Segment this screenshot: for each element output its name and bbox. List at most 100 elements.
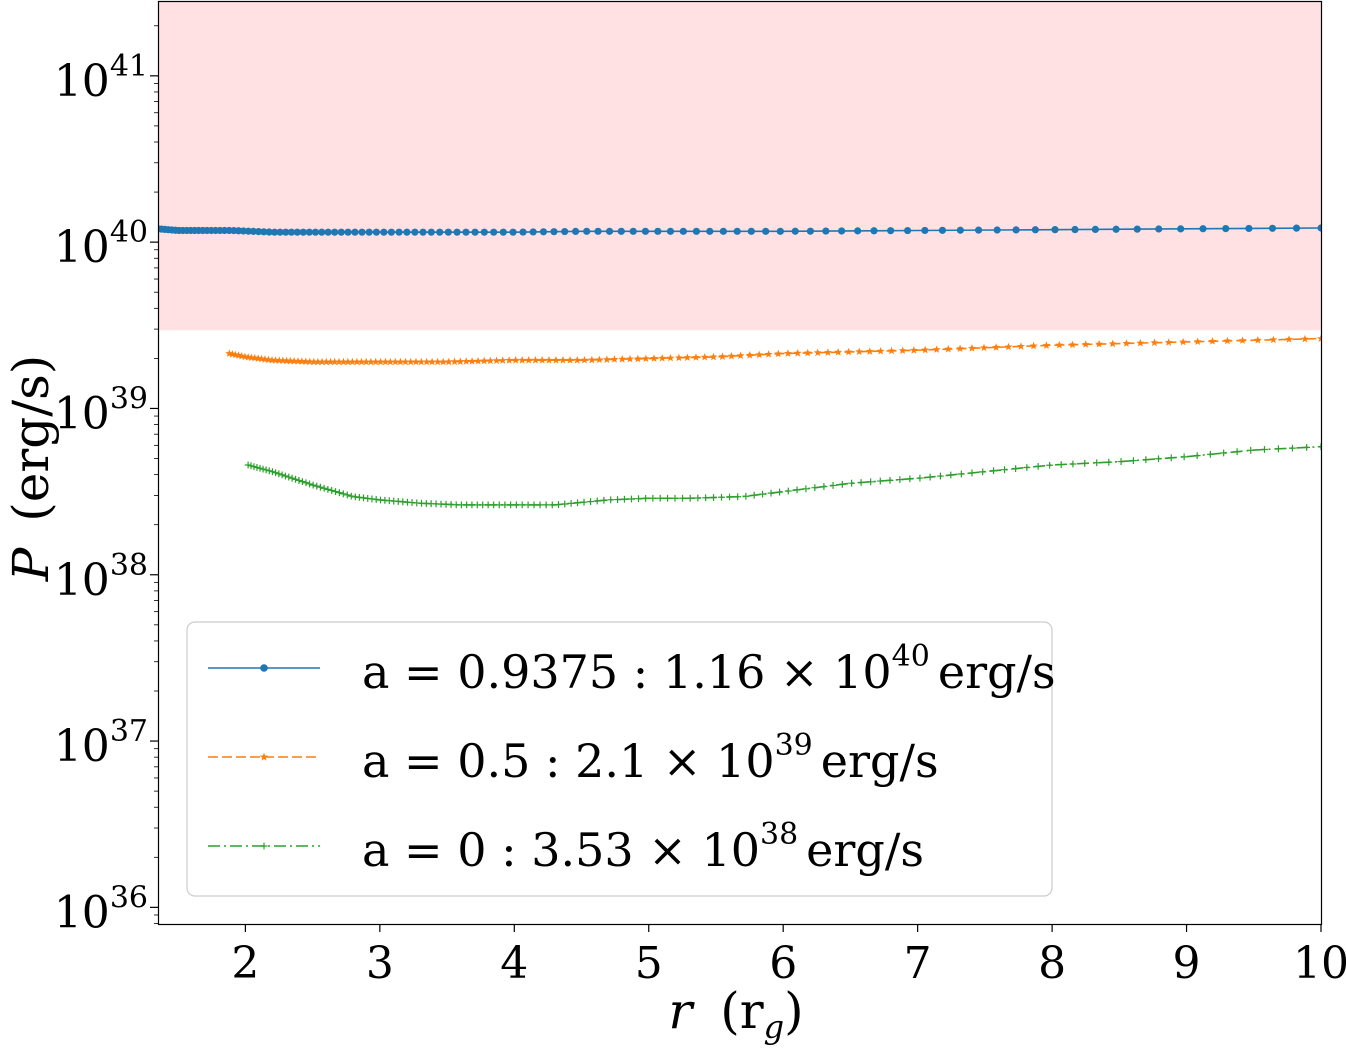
data-point (271, 356, 280, 364)
data-point (344, 228, 352, 236)
data-point (288, 474, 296, 482)
data-point (305, 228, 313, 236)
data-point (1017, 342, 1025, 350)
data-point (427, 228, 435, 236)
data-point (898, 346, 907, 354)
data-point (702, 494, 710, 502)
data-point (282, 228, 290, 236)
data-point (468, 357, 477, 365)
data-point (269, 468, 276, 476)
data-point (1300, 334, 1309, 343)
data-point (635, 495, 642, 503)
data-point (561, 227, 569, 236)
data-point (352, 357, 361, 366)
data-point (993, 226, 1001, 234)
data-point (600, 496, 608, 504)
data-point (396, 357, 405, 366)
data-point (1095, 339, 1104, 348)
data-point (887, 227, 895, 235)
data-point (1223, 336, 1232, 345)
data-point (362, 357, 371, 366)
data-point (272, 469, 280, 477)
legend-label: a = 0.9375 : 1.16 × 1040 erg/s (362, 639, 1056, 699)
data-point (944, 344, 953, 353)
data-point (444, 228, 452, 236)
data-point (471, 228, 479, 236)
data-point (614, 496, 621, 503)
data-point (290, 356, 299, 365)
data-point (1193, 337, 1202, 346)
data-point (292, 475, 299, 483)
data-point (302, 479, 310, 487)
data-point (262, 466, 270, 474)
data-point (1303, 444, 1311, 451)
data-point (347, 492, 355, 500)
data-point (1180, 453, 1188, 461)
data-point (1112, 225, 1120, 233)
data-point (299, 228, 307, 236)
data-point (957, 470, 965, 478)
data-point (857, 479, 865, 486)
data-point (784, 487, 792, 495)
x-axis-label: r (rg) (668, 982, 803, 1046)
data-point (666, 353, 675, 362)
data-point (656, 494, 664, 502)
data-point (700, 353, 709, 361)
data-point (555, 501, 562, 508)
data-point (519, 228, 527, 236)
data-point (559, 356, 567, 364)
data-point (710, 494, 717, 501)
data-point (247, 462, 255, 470)
data-point (793, 486, 801, 494)
data-point (343, 491, 351, 499)
data-point (572, 227, 580, 236)
data-point (501, 501, 509, 509)
data-point (1046, 461, 1054, 469)
data-point (1289, 444, 1296, 452)
data-point (736, 351, 745, 360)
data-point (278, 356, 287, 365)
data-point (706, 227, 714, 235)
data-point (573, 356, 582, 364)
data-point (1208, 337, 1217, 345)
data-point (679, 494, 686, 502)
data-point (444, 357, 453, 366)
data-point (1317, 224, 1321, 232)
data-point (1012, 226, 1020, 234)
data-point (1193, 452, 1201, 460)
data-point (650, 354, 658, 362)
data-point (524, 501, 532, 509)
data-point (793, 349, 802, 357)
x-tick-label: 10 (1293, 938, 1346, 989)
data-point (968, 469, 976, 477)
data-point (1129, 457, 1137, 465)
data-point (1091, 225, 1099, 234)
data-point (320, 484, 328, 492)
data-point (854, 227, 862, 235)
data-point (580, 498, 588, 506)
series-1 (225, 334, 1321, 366)
legend-item-2: a = 0 : 3.53 × 1038 erg/s (208, 817, 924, 877)
data-point (583, 227, 591, 235)
data-point (979, 468, 987, 476)
data-point (411, 228, 419, 236)
x-tick-label: 5 (635, 938, 663, 989)
data-point (324, 228, 332, 236)
data-point (1199, 225, 1207, 233)
data-point (1317, 334, 1321, 342)
data-point (330, 357, 339, 366)
data-point (318, 228, 326, 236)
y-tick-label: 1038 (54, 548, 148, 606)
data-point (1155, 455, 1162, 463)
data-point (776, 488, 784, 496)
data-point (1233, 448, 1241, 456)
data-point (309, 357, 318, 366)
data-point (642, 494, 650, 502)
data-point (938, 226, 947, 234)
data-point (552, 356, 560, 364)
data-point (718, 493, 725, 501)
data-point (1261, 446, 1268, 453)
data-point (876, 347, 885, 355)
data-point (322, 357, 331, 366)
data-point (518, 356, 527, 364)
